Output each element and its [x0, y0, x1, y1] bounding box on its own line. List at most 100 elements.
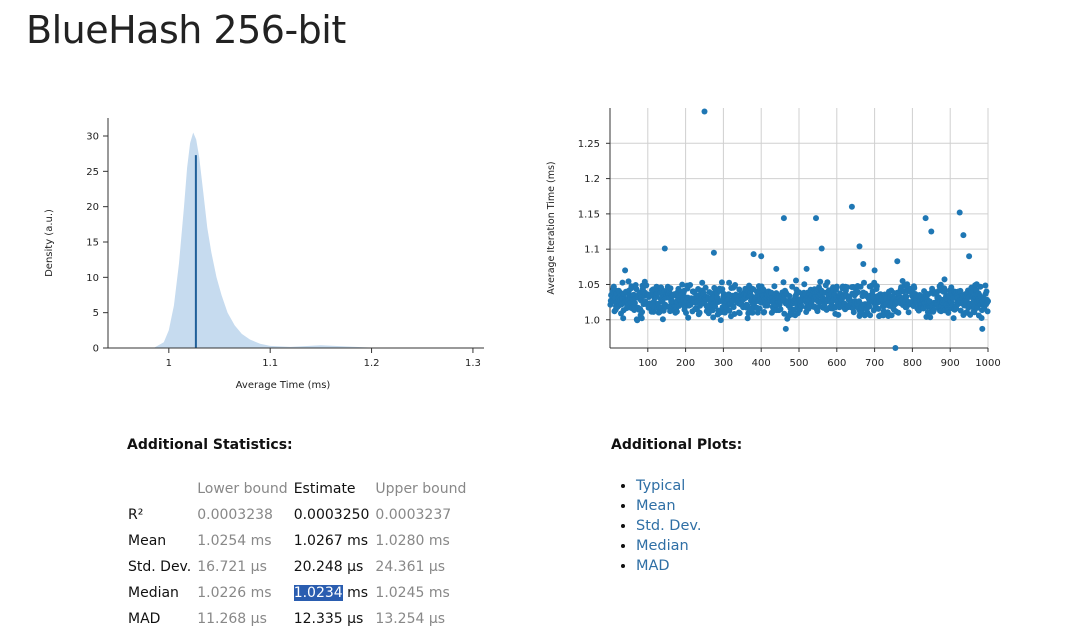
data-point [875, 305, 882, 312]
data-point [984, 308, 991, 315]
x-axis-label: Average Time (ms) [236, 380, 331, 391]
data-point [702, 284, 709, 291]
data-point [926, 298, 933, 305]
y-tick-label: 1.25 [578, 139, 600, 150]
y-tick-label: 1.15 [578, 209, 600, 220]
lower-bound-value: 1.0226 ms [197, 585, 272, 601]
list-item: Median [636, 536, 701, 556]
outlier-point [860, 261, 867, 267]
row-label: Mean [128, 533, 167, 549]
additional-plots-heading: Additional Plots: [611, 437, 743, 453]
mad-plot-link[interactable]: MAD [636, 558, 670, 574]
y-tick-label: 25 [86, 167, 99, 178]
table-row: Std. Dev. 16.721 µs 20.248 µs 24.361 µs [125, 554, 469, 580]
x-tick-label: 500 [789, 358, 808, 369]
outlier-point [928, 228, 935, 235]
outlier-point [710, 249, 717, 256]
data-point [749, 309, 756, 316]
y-tick-label: 20 [86, 202, 99, 213]
data-point [957, 287, 964, 294]
data-point [945, 309, 952, 316]
list-item: Std. Dev. [636, 516, 701, 536]
row-label: MAD [128, 611, 161, 627]
upper-bound-value: 1.0245 ms [375, 585, 450, 601]
data-point [730, 304, 737, 311]
data-point [950, 315, 957, 322]
data-point [650, 308, 657, 315]
data-point [780, 279, 787, 286]
data-point [833, 283, 840, 290]
data-point [756, 305, 763, 312]
data-point [736, 286, 743, 293]
upper-bound-value: 1.0280 ms [375, 533, 450, 549]
estimate-value: 20.248 µs [293, 559, 364, 575]
y-tick-label: 1.1 [584, 245, 600, 256]
data-point [673, 308, 680, 315]
data-point [761, 309, 768, 315]
data-point [983, 288, 990, 295]
lower-bound-value: 1.0254 ms [197, 533, 272, 549]
outlier-point [782, 325, 789, 332]
data-point [895, 309, 902, 316]
data-point [942, 288, 949, 295]
typical-plot-link[interactable]: Typical [636, 478, 686, 494]
x-tick-label: 800 [903, 358, 922, 369]
row-label: Median [128, 585, 179, 601]
data-point [977, 283, 984, 290]
data-point [844, 284, 850, 291]
upper-bound-value: 24.361 µs [375, 559, 446, 575]
data-point [718, 279, 725, 286]
estimate-value: 0.0003250 [293, 507, 370, 523]
y-tick-label: 15 [86, 238, 99, 249]
table-row: R² 0.0003238 0.0003250 0.0003237 [125, 502, 469, 528]
outlier-point [848, 203, 855, 210]
outlier-point [773, 265, 780, 272]
y-axis-label: Density (a.u.) [44, 209, 55, 277]
outlier-point [661, 245, 668, 252]
data-point [726, 307, 733, 314]
data-point [835, 311, 842, 318]
x-tick-label: 700 [865, 358, 884, 369]
column-header-upper-bound: Upper bound [375, 481, 467, 497]
x-tick-label: 200 [676, 358, 695, 369]
data-point [903, 293, 910, 300]
y-tick-label: 1.05 [578, 280, 600, 291]
data-point [685, 314, 692, 321]
outlier-point [758, 253, 765, 260]
data-point [667, 285, 674, 292]
y-axis-label: Average Iteration Time (ms) [546, 161, 557, 294]
data-point [625, 278, 632, 285]
x-tick-label: 300 [714, 358, 733, 369]
y-tick-label: 30 [86, 132, 99, 143]
data-point [888, 312, 895, 319]
data-point [850, 309, 857, 316]
outlier-point [960, 232, 967, 239]
data-point [744, 315, 751, 322]
outlier-point [966, 253, 973, 260]
data-point [814, 308, 821, 315]
data-point [619, 279, 626, 286]
data-point [710, 314, 717, 321]
data-point [679, 281, 686, 288]
data-point [971, 309, 978, 316]
outlier-point [780, 215, 787, 222]
data-point [736, 310, 743, 317]
selected-text[interactable]: 1.0234 [293, 585, 343, 601]
data-point [717, 317, 724, 324]
median-plot-link[interactable]: Median [636, 538, 689, 554]
density-plot: 1 1.1 1.2 1.3 0 5 10 15 20 25 30 Average Time (ms) D… [44, 118, 484, 391]
data-point [873, 283, 880, 290]
data-point [643, 282, 650, 289]
x-tick-label: 1 [166, 358, 172, 369]
data-point [817, 278, 824, 285]
data-point [699, 279, 706, 286]
std-dev-plot-link[interactable]: Std. Dev. [636, 518, 702, 534]
estimate-value: 1.0234 ms [291, 580, 373, 606]
mean-plot-link[interactable]: Mean [636, 498, 676, 514]
lower-bound-value: 0.0003238 [197, 507, 273, 523]
outlier-point [979, 325, 986, 332]
data-point [985, 298, 991, 305]
table-row: Mean 1.0254 ms 1.0267 ms 1.0280 ms [125, 528, 469, 554]
estimate-unit: ms [342, 585, 369, 601]
upper-bound-value: 0.0003237 [375, 507, 452, 523]
